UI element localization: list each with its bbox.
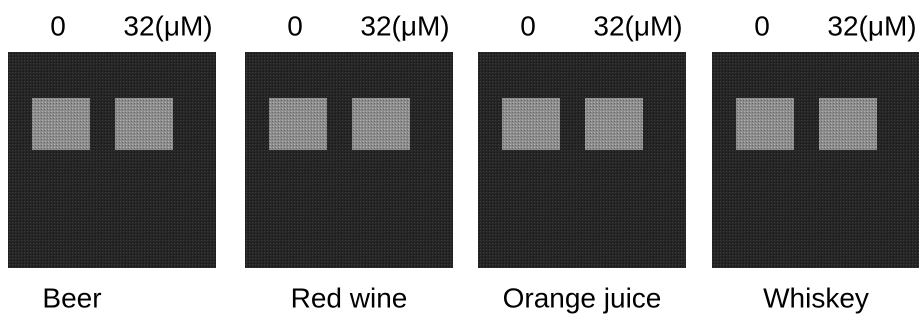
gel-band: [32, 98, 90, 150]
gel-band: [585, 98, 643, 150]
lane-label: 32(μM): [593, 10, 682, 41]
lane-label: 0: [754, 10, 770, 41]
gel-panel: 0 32(μM) Red wine: [245, 10, 453, 313]
panel-caption: Beer: [42, 282, 101, 313]
gel-image: [712, 52, 919, 268]
gel-band: [736, 98, 794, 150]
gel-panel: 0 32(μM) Orange juice: [478, 10, 686, 313]
lane-label: 0: [520, 10, 536, 41]
lane-label: 32(μM): [123, 10, 212, 41]
figure: 0 32(μM) Beer 0 32(μM) Red wine 0 32(μM) Orange …: [0, 0, 919, 322]
gel-band: [352, 98, 410, 150]
gel-image: [245, 52, 453, 268]
gel-band: [115, 98, 173, 150]
gel-panel: 0 32(μM) Beer: [8, 10, 216, 313]
lane-label: 0: [50, 10, 66, 41]
gel-band: [819, 98, 877, 150]
panel-caption: Orange juice: [503, 282, 662, 313]
lane-label: 32(μM): [827, 10, 916, 41]
panel-caption: Whiskey: [763, 282, 869, 313]
gel-band: [269, 98, 327, 150]
gel-image: [8, 52, 216, 268]
gel-band: [502, 98, 560, 150]
gel-panel: 0 32(μM) Whiskey: [712, 10, 919, 313]
panel-caption: Red wine: [291, 282, 408, 313]
lane-label: 0: [287, 10, 303, 41]
lane-label: 32(μM): [360, 10, 449, 41]
gel-image: [478, 52, 686, 268]
